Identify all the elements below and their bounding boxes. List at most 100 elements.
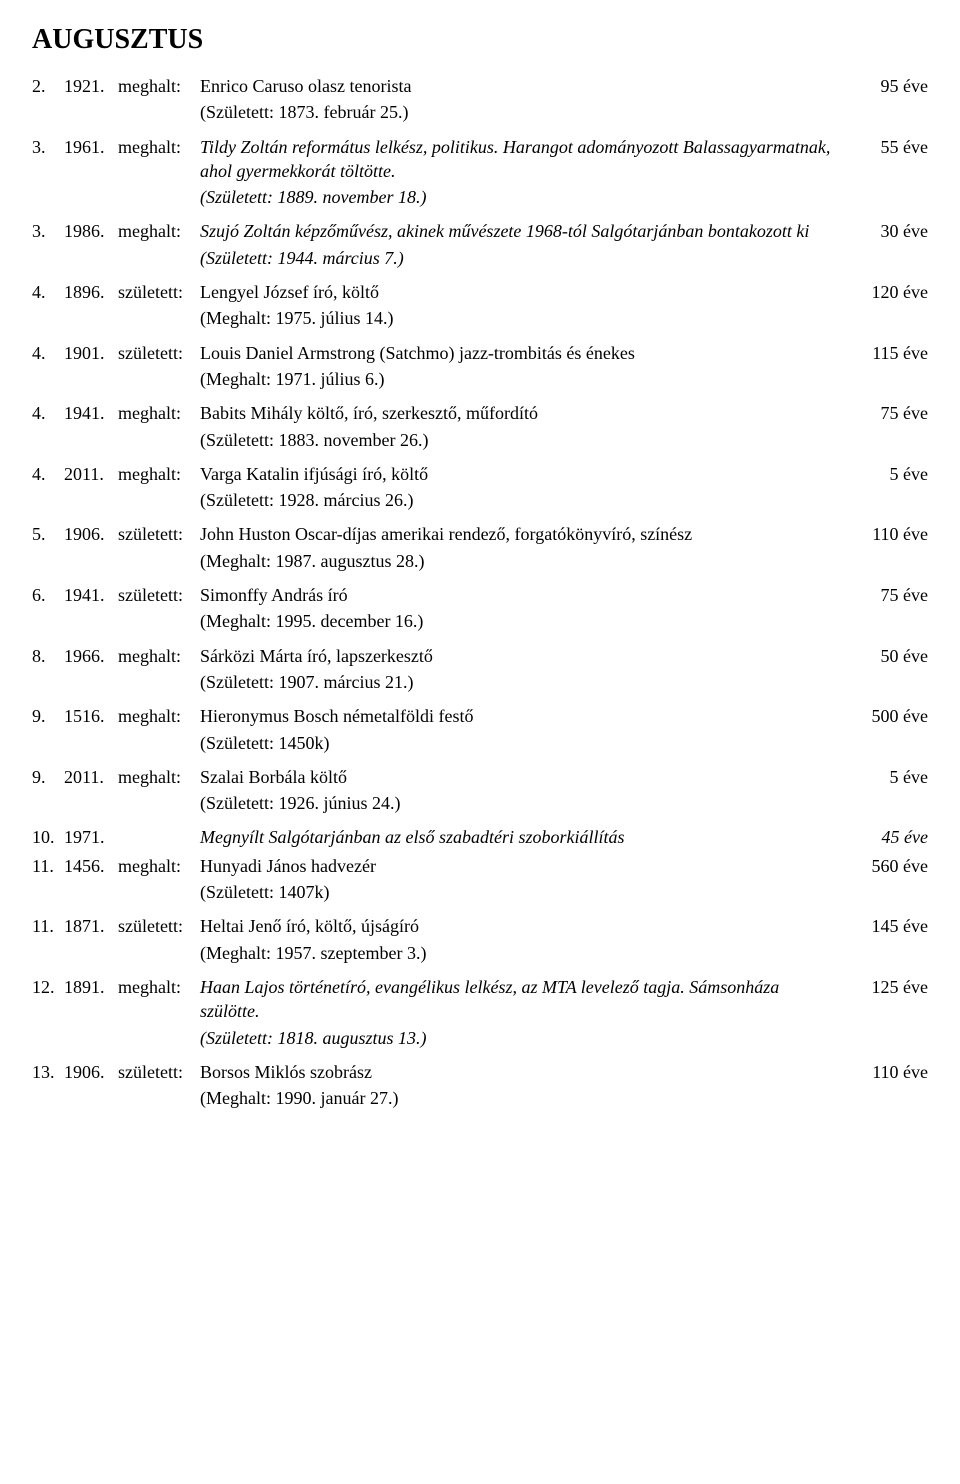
entry-main-line: 2.1921.meghalt:Enrico Caruso olasz tenor… (32, 74, 928, 98)
entry-day: 3. (32, 219, 64, 243)
entry-day: 13. (32, 1060, 64, 1084)
entry-year: 2011. (64, 462, 118, 486)
entry-description: Haan Lajos történetíró, evangélikus lelk… (200, 975, 848, 1024)
entry-description: Simonffy András író (200, 583, 848, 607)
entry-age: 55 éve (848, 135, 928, 159)
entry-day: 11. (32, 854, 64, 878)
entry-year: 1906. (64, 522, 118, 546)
entry-verb: meghalt: (118, 462, 200, 486)
entry-age: 30 éve (848, 219, 928, 243)
entry-row: 4.1896.született:Lengyel József író, köl… (32, 280, 928, 337)
entry-year: 1971. (64, 825, 118, 849)
entry-age: 50 éve (848, 644, 928, 668)
entry-row: 13.1906.született:Borsos Miklós szobrász… (32, 1060, 928, 1117)
entry-age: 5 éve (848, 462, 928, 486)
entry-main-line: 4.2011.meghalt:Varga Katalin ifjúsági ír… (32, 462, 928, 486)
entry-row: 6.1941.született:Simonffy András író75 é… (32, 583, 928, 640)
entry-day: 12. (32, 975, 64, 999)
entry-description: Sárközi Márta író, lapszerkesztő (200, 644, 848, 668)
entry-year: 1906. (64, 1060, 118, 1084)
entry-age: 500 éve (848, 704, 928, 728)
entry-age: 95 éve (848, 74, 928, 98)
entry-age: 75 éve (848, 583, 928, 607)
entry-main-line: 9.2011.meghalt:Szalai Borbála költő5 éve (32, 765, 928, 789)
entry-year: 1901. (64, 341, 118, 365)
entry-day: 9. (32, 704, 64, 728)
entry-age: 45 éve (848, 825, 928, 849)
entry-year: 1896. (64, 280, 118, 304)
entry-subline: (Meghalt: 1957. szeptember 3.) (200, 939, 928, 971)
entry-subline: (Született: 1450k) (200, 729, 928, 761)
entry-verb: meghalt: (118, 401, 200, 425)
entry-description: Borsos Miklós szobrász (200, 1060, 848, 1084)
entry-row: 9.2011.meghalt:Szalai Borbála költő5 éve… (32, 765, 928, 822)
entry-year: 1986. (64, 219, 118, 243)
entry-main-line: 12.1891.meghalt:Haan Lajos történetíró, … (32, 975, 928, 1024)
entry-subline: (Született: 1928. március 26.) (200, 486, 928, 518)
entry-age: 560 éve (848, 854, 928, 878)
entry-main-line: 4.1901.született:Louis Daniel Armstrong … (32, 341, 928, 365)
entry-verb: meghalt: (118, 644, 200, 668)
entry-day: 2. (32, 74, 64, 98)
entry-verb: született: (118, 341, 200, 365)
entry-description: Babits Mihály költő, író, szerkesztő, mű… (200, 401, 848, 425)
entry-year: 1871. (64, 914, 118, 938)
entry-row: 4.1901.született:Louis Daniel Armstrong … (32, 341, 928, 398)
entry-subline: (Született: 1907. március 21.) (200, 668, 928, 700)
entry-row: 3.1961.meghalt:Tildy Zoltán református l… (32, 135, 928, 216)
entry-year: 1966. (64, 644, 118, 668)
entry-age: 125 éve (848, 975, 928, 999)
entry-age: 145 éve (848, 914, 928, 938)
entry-subline: (Született: 1889. november 18.) (200, 183, 928, 215)
entry-main-line: 3.1986.meghalt:Szujó Zoltán képzőművész,… (32, 219, 928, 243)
entry-row: 4.1941.meghalt:Babits Mihály költő, író,… (32, 401, 928, 458)
entry-subline: (Született: 1873. február 25.) (200, 98, 928, 130)
entry-day: 4. (32, 341, 64, 365)
entry-day: 6. (32, 583, 64, 607)
entry-year: 1941. (64, 583, 118, 607)
entry-verb: született: (118, 583, 200, 607)
entry-description: Enrico Caruso olasz tenorista (200, 74, 848, 98)
entry-subline: (Meghalt: 1975. július 14.) (200, 304, 928, 336)
entry-verb: meghalt: (118, 854, 200, 878)
entry-verb: meghalt: (118, 975, 200, 999)
entry-main-line: 5.1906.született:John Huston Oscar-díjas… (32, 522, 928, 546)
entry-subline: (Született: 1883. november 26.) (200, 426, 928, 458)
entry-year: 1941. (64, 401, 118, 425)
entry-day: 10. (32, 825, 64, 849)
entry-main-line: 11.1871.született:Heltai Jenő író, költő… (32, 914, 928, 938)
entry-main-line: 13.1906.született:Borsos Miklós szobrász… (32, 1060, 928, 1084)
entry-subline: (Született: 1818. augusztus 13.) (200, 1024, 928, 1056)
entry-row: 8.1966.meghalt:Sárközi Márta író, lapsze… (32, 644, 928, 701)
entry-verb: meghalt: (118, 219, 200, 243)
entry-description: Tildy Zoltán református lelkész, politik… (200, 135, 848, 184)
entry-subline: (Meghalt: 1987. augusztus 28.) (200, 547, 928, 579)
entry-row: 10.1971. Megnyílt Salgótarjánban az első … (32, 825, 928, 849)
entry-verb: született: (118, 914, 200, 938)
entry-row: 2.1921.meghalt:Enrico Caruso olasz tenor… (32, 74, 928, 131)
entry-verb: született: (118, 1060, 200, 1084)
entry-description: Hunyadi János hadvezér (200, 854, 848, 878)
entry-description: Varga Katalin ifjúsági író, költő (200, 462, 848, 486)
entry-year: 2011. (64, 765, 118, 789)
entry-day: 9. (32, 765, 64, 789)
entry-day: 4. (32, 462, 64, 486)
entry-main-line: 3.1961.meghalt:Tildy Zoltán református l… (32, 135, 928, 184)
entry-age: 75 éve (848, 401, 928, 425)
entry-main-line: 6.1941.született:Simonffy András író75 é… (32, 583, 928, 607)
entries-list: 2.1921.meghalt:Enrico Caruso olasz tenor… (32, 74, 928, 1116)
entry-row: 12.1891.meghalt:Haan Lajos történetíró, … (32, 975, 928, 1056)
entry-row: 11.1456.meghalt:Hunyadi János hadvezér56… (32, 854, 928, 911)
entry-subline: (Született: 1944. március 7.) (200, 244, 928, 276)
entry-age: 110 éve (848, 522, 928, 546)
entry-subline: (Meghalt: 1971. július 6.) (200, 365, 928, 397)
entry-year: 1516. (64, 704, 118, 728)
entry-main-line: 9.1516.meghalt:Hieronymus Bosch németalf… (32, 704, 928, 728)
entry-verb: meghalt: (118, 74, 200, 98)
entry-description: Megnyílt Salgótarjánban az első szabadté… (200, 825, 848, 849)
entry-day: 5. (32, 522, 64, 546)
entry-main-line: 11.1456.meghalt:Hunyadi János hadvezér56… (32, 854, 928, 878)
entry-verb: meghalt: (118, 135, 200, 159)
entry-subline: (Meghalt: 1990. január 27.) (200, 1084, 928, 1116)
entry-main-line: 8.1966.meghalt:Sárközi Márta író, lapsze… (32, 644, 928, 668)
